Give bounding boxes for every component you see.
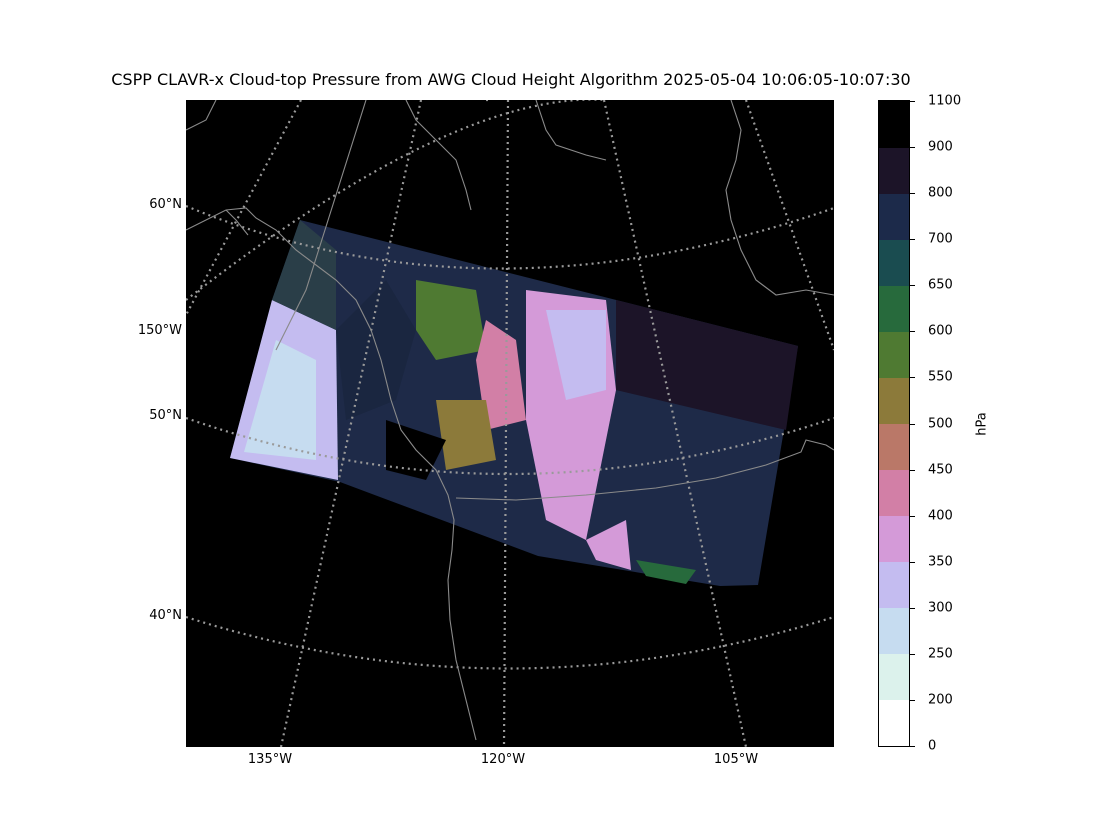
meridian-east: [744, 100, 834, 351]
colorbar-tick-label: 900: [928, 139, 953, 155]
colorbar-tick: [910, 515, 915, 517]
colorbar-tick-label: 800: [928, 185, 953, 201]
colorbar-band: [879, 423, 909, 471]
cloud-region-very-high-west: [244, 340, 316, 460]
colorbar-band: [879, 193, 909, 240]
colorbar-tick-label: 500: [928, 416, 953, 431]
colorbar-tick-label: 400: [928, 508, 953, 524]
colorbar-tick: [910, 285, 915, 287]
colorbar-band: [879, 147, 909, 194]
coast-pacific: [186, 207, 477, 741]
lat-label-50n: 50°N: [149, 408, 182, 423]
cloud-region-low-east: [616, 300, 798, 430]
coast-inland-north: [405, 100, 472, 211]
colorbar-tick: [910, 147, 915, 149]
lat-label-40n: 40°N: [149, 608, 182, 623]
colorbar-tick: [910, 469, 915, 471]
colorbar-tick-label: 0: [928, 738, 937, 754]
colorbar-tick: [910, 193, 915, 195]
chart-title: CSPP CLAVR-x Cloud-top Pressure from AWG…: [111, 70, 911, 89]
colorbar-tick: [910, 331, 915, 333]
coast-east: [725, 100, 834, 296]
colorbar-band: [879, 469, 909, 517]
colorbar-band: [879, 377, 909, 424]
colorbar-tick-label: 300: [928, 600, 953, 616]
map-panel: [186, 100, 834, 747]
colorbar-tick: [910, 423, 915, 425]
colorbar-tick-label: 600: [928, 323, 953, 339]
cloud-region-northwest: [272, 220, 336, 330]
alaska-canada-border: [275, 100, 367, 351]
lon-label-120w: 120°W: [480, 752, 526, 767]
colorbar-tick-label: 1100: [928, 93, 962, 109]
cloud-region-mid-b: [476, 320, 526, 430]
colorbar-band: [879, 653, 909, 701]
colorbar-tick-label: 550: [928, 369, 953, 385]
cloud-regions: [230, 220, 798, 584]
coastlines: [186, 100, 834, 741]
colorbar-tick-label: 650: [928, 277, 953, 293]
coast-alaska-north: [186, 100, 217, 131]
us-canada-border: [455, 439, 834, 501]
cloud-region-high-central-b: [546, 310, 606, 400]
meridian-105w: [602, 100, 748, 747]
colorbar-tick: [910, 746, 915, 747]
cloud-region-mid-a: [416, 280, 486, 360]
colorbar-tick-label: 450: [928, 462, 953, 478]
parallel-60n: [186, 204, 834, 270]
colorbar-tick-label: 700: [928, 231, 953, 247]
cloud-region-mid-c: [436, 400, 496, 470]
colorbar-band: [879, 515, 909, 563]
parallel-50n: [186, 416, 834, 476]
meridian-135w: [279, 100, 423, 747]
coast-hudson: [535, 100, 607, 161]
coast-alaska-panhandle: [225, 209, 249, 236]
graticule: [186, 100, 834, 747]
colorbar-band: [879, 239, 909, 286]
colorbar-tick-label: 250: [928, 646, 953, 662]
colorbar-tick: [910, 101, 915, 102]
colorbar-tick: [910, 607, 915, 609]
colorbar-tick: [910, 699, 915, 701]
lon-label-135w: 135°W: [247, 752, 293, 767]
cloud-region-low-south: [636, 560, 696, 584]
colorbar-tick-label: 350: [928, 554, 953, 570]
cloud-region-high-south: [586, 520, 631, 570]
colorbar-band: [879, 561, 909, 609]
meridian-150w: [186, 100, 302, 316]
colorbar-band: [879, 285, 909, 332]
colorbar-tick-label: 200: [928, 692, 953, 708]
colorbar-unit-label: hPa: [974, 412, 990, 436]
colorbar-band: [879, 607, 909, 655]
colorbar-band: [879, 331, 909, 378]
map-canvas: [186, 100, 834, 747]
colorbar-band: [879, 699, 909, 747]
lon-label-105w: 105°W: [713, 752, 759, 767]
lon-label-150w: 150°W: [137, 323, 182, 338]
colorbar: [878, 100, 910, 747]
colorbar-tick: [910, 653, 915, 655]
cloud-region-coastal: [336, 280, 416, 420]
colorbar-tick: [910, 377, 915, 379]
colorbar-band: [879, 101, 909, 148]
lat-label-60n: 60°N: [149, 197, 182, 212]
colorbar-tick: [910, 561, 915, 563]
colorbar-tick: [910, 239, 915, 241]
